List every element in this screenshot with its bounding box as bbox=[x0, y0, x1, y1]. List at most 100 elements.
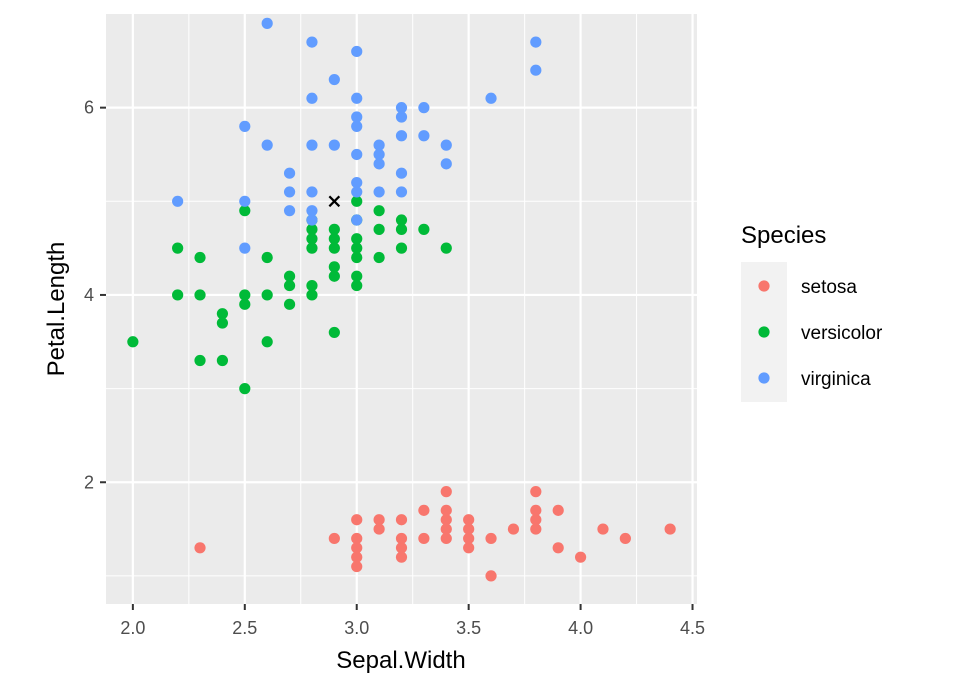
virginica-point bbox=[373, 158, 385, 170]
versicolor-point bbox=[306, 289, 318, 301]
versicolor-point bbox=[306, 233, 318, 245]
setosa-point bbox=[530, 504, 542, 516]
legend-label-versicolor: versicolor bbox=[801, 323, 883, 344]
virginica-point bbox=[351, 186, 363, 198]
setosa-point bbox=[351, 560, 363, 573]
virginica-point bbox=[395, 167, 408, 179]
legend-label-virginica: virginica bbox=[801, 369, 871, 390]
virginica-point bbox=[418, 130, 430, 142]
setosa-point bbox=[351, 514, 363, 526]
virginica-point bbox=[351, 92, 363, 104]
versicolor-point bbox=[328, 261, 340, 273]
versicolor-point bbox=[328, 326, 340, 339]
versicolor-point bbox=[328, 223, 340, 235]
versicolor-point bbox=[194, 251, 206, 264]
y-tick-label: 4 bbox=[84, 285, 94, 305]
x-tick-label: 2.0 bbox=[120, 618, 145, 638]
versicolor-point bbox=[216, 317, 229, 329]
versicolor-point bbox=[261, 289, 273, 301]
data-points bbox=[127, 17, 676, 582]
versicolor-point bbox=[239, 289, 251, 301]
virginica-point bbox=[373, 186, 385, 198]
virginica-point bbox=[351, 214, 363, 226]
virginica-point bbox=[440, 139, 452, 151]
virginica-point bbox=[306, 205, 318, 217]
virginica-point bbox=[283, 167, 296, 179]
y-tick-label: 2 bbox=[84, 472, 94, 492]
setosa-point bbox=[351, 542, 363, 554]
versicolor-point bbox=[418, 223, 430, 235]
versicolor-point bbox=[351, 270, 363, 282]
setosa-point bbox=[619, 532, 631, 545]
versicolor-point bbox=[351, 242, 363, 254]
versicolor-point bbox=[283, 270, 296, 282]
setosa-point bbox=[574, 551, 587, 563]
setosa-point bbox=[530, 486, 542, 498]
versicolor-point bbox=[306, 223, 318, 235]
setosa-point bbox=[440, 486, 452, 498]
versicolor-point bbox=[127, 336, 139, 348]
versicolor-point bbox=[306, 279, 318, 292]
versicolor-point bbox=[172, 289, 184, 301]
versicolor-point bbox=[261, 251, 273, 264]
versicolor-point bbox=[351, 195, 363, 207]
virginica-point bbox=[328, 73, 340, 86]
setosa-point bbox=[418, 504, 430, 516]
setosa-point bbox=[440, 523, 452, 535]
setosa-point bbox=[530, 523, 542, 535]
virginica-point bbox=[306, 92, 318, 104]
virginica-point bbox=[239, 242, 251, 254]
setosa-point bbox=[507, 523, 520, 535]
virginica-point bbox=[530, 36, 542, 48]
virginica-point bbox=[351, 176, 363, 189]
setosa-point bbox=[418, 532, 430, 545]
virginica-point bbox=[261, 17, 273, 29]
legend: Species setosa versicolor virginica bbox=[741, 222, 883, 402]
setosa-point bbox=[664, 523, 676, 535]
legend-key-virginica bbox=[758, 372, 770, 384]
versicolor-point bbox=[261, 336, 273, 348]
setosa-point bbox=[395, 514, 408, 526]
versicolor-point bbox=[328, 242, 340, 254]
legend-label-setosa: setosa bbox=[801, 277, 857, 298]
versicolor-point bbox=[328, 270, 340, 282]
virginica-point bbox=[485, 92, 497, 104]
setosa-point bbox=[194, 542, 206, 554]
virginica-point bbox=[306, 36, 318, 48]
setosa-point bbox=[351, 551, 363, 563]
x-tick-label: 4.0 bbox=[568, 618, 593, 638]
x-tick-label: 3.5 bbox=[456, 618, 481, 638]
setosa-point bbox=[485, 570, 497, 582]
versicolor-point bbox=[194, 354, 206, 367]
setosa-point bbox=[440, 532, 452, 545]
virginica-point bbox=[395, 130, 408, 142]
versicolor-point bbox=[239, 298, 251, 310]
versicolor-point bbox=[216, 308, 229, 320]
versicolor-point bbox=[216, 354, 229, 367]
setosa-point bbox=[440, 504, 452, 516]
versicolor-point bbox=[283, 298, 296, 310]
setosa-point bbox=[351, 532, 363, 545]
versicolor-point bbox=[373, 223, 385, 235]
versicolor-point bbox=[328, 233, 340, 245]
virginica-point bbox=[239, 120, 251, 132]
setosa-point bbox=[552, 504, 564, 516]
versicolor-point bbox=[373, 205, 385, 217]
setosa-point bbox=[373, 523, 385, 535]
virginica-point bbox=[239, 195, 251, 207]
axes: 2.0 2.5 3.0 3.5 4.0 4.5 2 4 6 bbox=[84, 98, 705, 638]
virginica-point bbox=[306, 139, 318, 151]
versicolor-point bbox=[351, 251, 363, 264]
virginica-point bbox=[351, 45, 363, 58]
virginica-point bbox=[395, 102, 408, 114]
virginica-point bbox=[395, 186, 408, 198]
setosa-point bbox=[440, 514, 452, 526]
setosa-point bbox=[328, 532, 340, 545]
versicolor-point bbox=[239, 383, 251, 395]
y-tick-label: 6 bbox=[84, 98, 94, 118]
setosa-point bbox=[373, 514, 385, 526]
setosa-point bbox=[395, 532, 408, 545]
virginica-point bbox=[172, 195, 184, 207]
setosa-point bbox=[395, 542, 408, 554]
